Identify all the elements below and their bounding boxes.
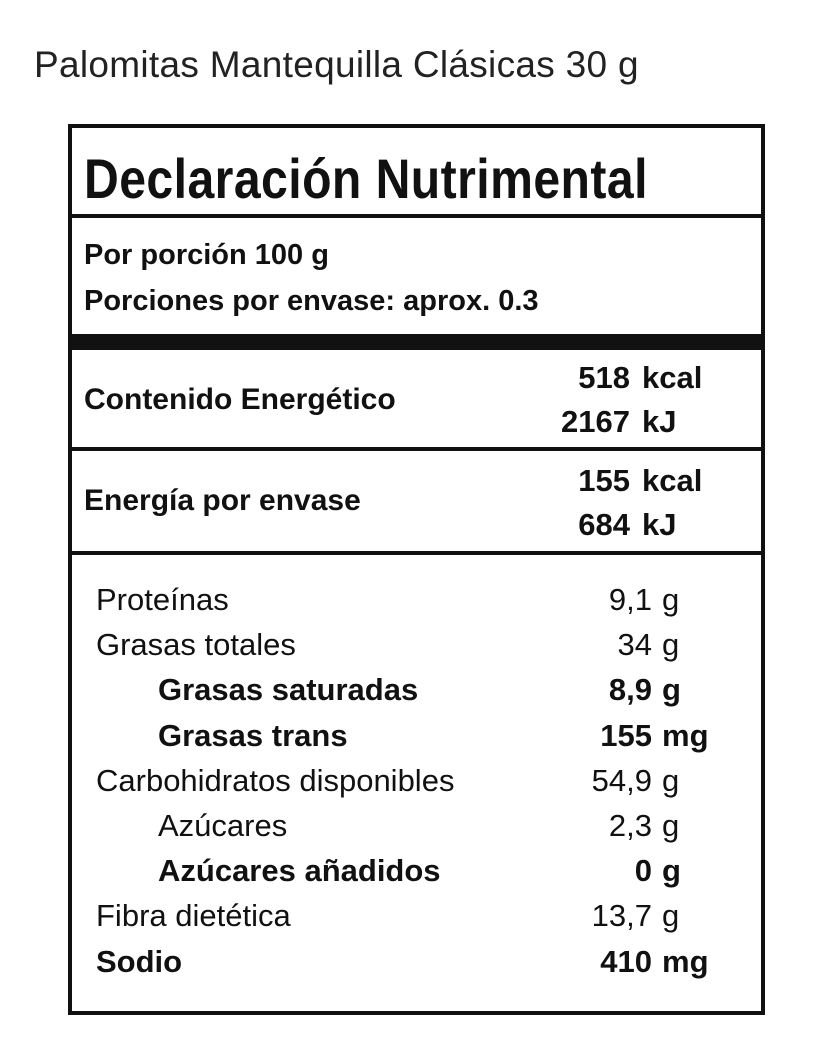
energy-label: Contenido Energético: [84, 383, 396, 416]
nutrient-unit: g: [662, 853, 681, 889]
nutrient-unit: mg: [662, 717, 709, 753]
serving-size: Por porción 100 g: [84, 239, 329, 271]
nutrient-value: 0: [634, 853, 652, 889]
nutrient-unit: g: [662, 627, 680, 663]
nutrient-value: 34: [617, 627, 652, 663]
nutrient-unit: mg: [662, 943, 709, 979]
divider: [72, 214, 761, 218]
nutrient-row: Grasas totales 34 g: [72, 627, 761, 672]
nutrient-name: Fibra dietética: [96, 898, 291, 934]
nutrient-name: Azúcares: [158, 808, 288, 843]
divider: [72, 447, 761, 451]
nutrient-name: Carbohidratos disponibles: [96, 762, 455, 798]
nutrient-row: Grasas trans 155 mg: [72, 718, 761, 763]
nutrient-value: 2,3: [608, 808, 652, 843]
nutrient-row: Carbohidratos disponibles 54,9 g: [72, 763, 761, 808]
nutrient-row: Proteínas 9,1 g: [72, 582, 761, 627]
nutrient-name: Grasas saturadas: [158, 672, 419, 708]
nutrient-value: 155: [600, 717, 652, 753]
nutrient-name: Grasas totales: [96, 627, 296, 663]
nutrient-value: 410: [600, 943, 652, 979]
nutrient-unit: g: [662, 762, 680, 798]
nutrient-value: 9,1: [608, 582, 652, 617]
energy-per-container-kj: 684 kJ: [578, 507, 677, 542]
nutrient-unit: g: [662, 898, 680, 934]
nutrient-name: Grasas trans: [158, 717, 348, 753]
label-heading: Declaración Nutrimental: [84, 147, 648, 210]
thick-divider: [72, 334, 761, 350]
nutrient-value: 54,9: [591, 762, 652, 798]
product-title: Palomitas Mantequilla Clásicas 30 g: [34, 44, 639, 85]
nutrient-unit: g: [662, 582, 680, 617]
nutrient-name: Proteínas: [96, 582, 229, 617]
nutrient-value: 8,9: [608, 672, 652, 708]
nutrient-unit: g: [662, 672, 681, 708]
energy-kj: 2167 kJ: [561, 404, 677, 439]
nutrient-unit: g: [662, 808, 680, 843]
energy-kcal: 518 kcal: [578, 360, 703, 395]
nutrient-name: Azúcares añadidos: [158, 853, 441, 889]
servings-per-container: Porciones por envase: aprox. 0.3: [84, 285, 539, 317]
divider: [72, 551, 761, 555]
nutrient-row: Grasas saturadas 8,9 g: [72, 672, 761, 717]
nutrient-row: Fibra dietética 13,7 g: [72, 898, 761, 943]
nutrient-name: Sodio: [96, 943, 183, 979]
nutrient-value: 13,7: [591, 898, 652, 934]
nutrient-row: Sodio 410 mg: [72, 944, 761, 989]
energy-per-container-kcal: 155 kcal: [578, 463, 703, 498]
energy-per-container-label: Energía por envase: [84, 484, 361, 517]
nutrition-label: Declaración Nutrimental Por porción 100 …: [68, 124, 765, 1015]
nutrient-row: Azúcares añadidos 0 g: [72, 853, 761, 898]
nutrient-row: Azúcares 2,3 g: [72, 808, 761, 853]
